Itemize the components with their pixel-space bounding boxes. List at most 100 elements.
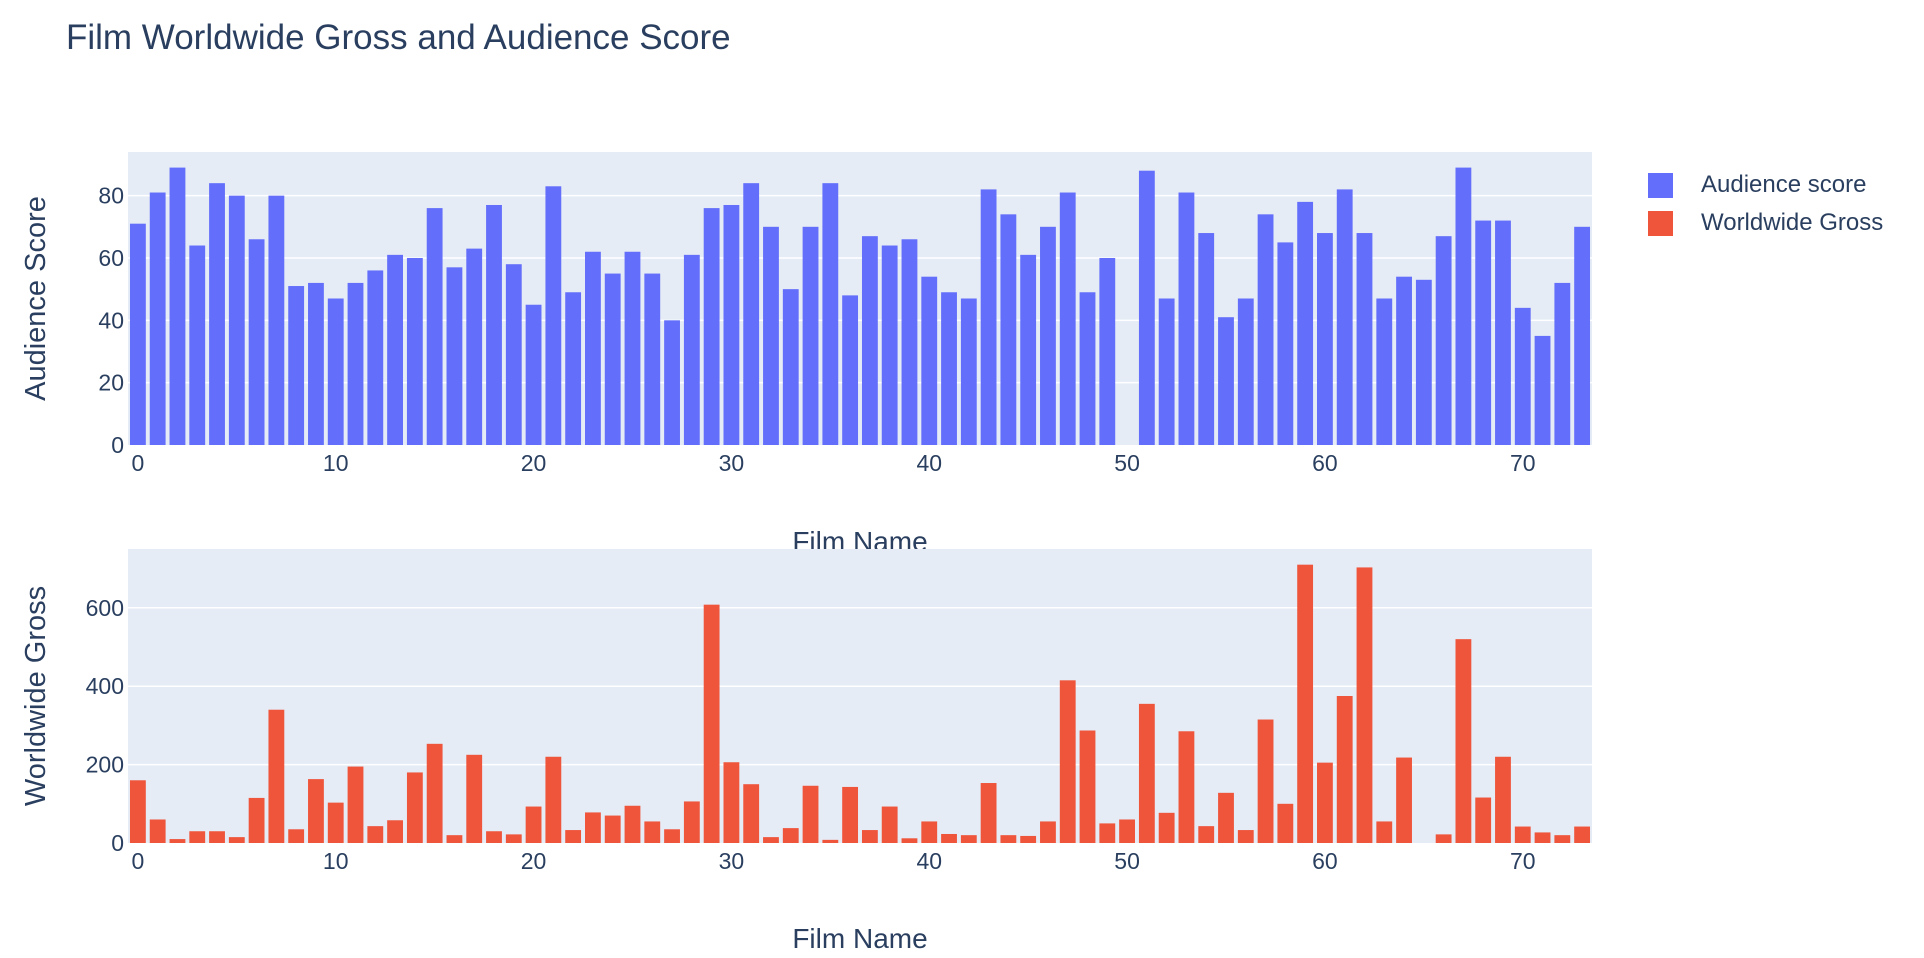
audience-score-bar[interactable] bbox=[129, 223, 146, 445]
worldwide-gross-bar[interactable] bbox=[387, 820, 403, 843]
audience-score-bar[interactable] bbox=[1099, 257, 1116, 445]
audience-score-bar[interactable] bbox=[1218, 317, 1234, 445]
audience-score-bar[interactable] bbox=[782, 289, 799, 445]
audience-score-bar[interactable] bbox=[941, 292, 957, 445]
worldwide-gross-bar[interactable] bbox=[1059, 680, 1076, 843]
worldwide-gross-bar[interactable] bbox=[901, 838, 918, 843]
audience-score-bar[interactable] bbox=[1455, 167, 1472, 445]
audience-score-bar[interactable] bbox=[1237, 298, 1254, 446]
worldwide-gross-bar[interactable] bbox=[406, 772, 423, 843]
worldwide-gross-bar[interactable] bbox=[763, 837, 779, 843]
worldwide-gross-bar[interactable] bbox=[1158, 812, 1175, 843]
audience-score-bar[interactable] bbox=[743, 183, 760, 445]
worldwide-gross-bar[interactable] bbox=[1396, 757, 1412, 843]
audience-score-bar[interactable] bbox=[149, 192, 166, 445]
audience-score-bar[interactable] bbox=[763, 226, 779, 445]
audience-score-bar[interactable] bbox=[1435, 236, 1452, 445]
audience-score-bar[interactable] bbox=[466, 248, 483, 445]
audience-score-bar[interactable] bbox=[1079, 292, 1096, 445]
worldwide-gross-bar[interactable] bbox=[1495, 756, 1511, 843]
worldwide-gross-bar[interactable] bbox=[1514, 826, 1531, 843]
worldwide-gross-bar[interactable] bbox=[486, 831, 502, 843]
audience-score-bar[interactable] bbox=[1158, 298, 1175, 446]
audience-score-bar[interactable] bbox=[288, 286, 305, 445]
audience-score-bar[interactable] bbox=[644, 273, 661, 445]
audience-score-bar[interactable] bbox=[1336, 189, 1353, 445]
audience-score-bar[interactable] bbox=[1396, 276, 1412, 445]
audience-score-bar[interactable] bbox=[1495, 220, 1511, 445]
worldwide-gross-bar[interactable] bbox=[881, 806, 898, 843]
worldwide-gross-bar[interactable] bbox=[1297, 564, 1314, 843]
audience-score-bar[interactable] bbox=[822, 183, 839, 445]
audience-score-bar[interactable] bbox=[1554, 282, 1571, 445]
audience-score-bar[interactable] bbox=[802, 226, 819, 445]
audience-score-bar[interactable] bbox=[268, 195, 285, 445]
audience-score-bar[interactable] bbox=[1138, 170, 1155, 445]
legend-item-worldwide-gross[interactable]: Worldwide Gross bbox=[1648, 204, 1883, 242]
audience-score-bar[interactable] bbox=[169, 167, 186, 445]
audience-score-bar[interactable] bbox=[604, 273, 621, 445]
audience-score-bar[interactable] bbox=[980, 189, 997, 445]
audience-score-bar[interactable] bbox=[228, 195, 245, 445]
legend-item-audience-score[interactable]: Audience score bbox=[1648, 166, 1883, 204]
audience-score-bar[interactable] bbox=[327, 298, 344, 446]
worldwide-gross-bar[interactable] bbox=[1198, 826, 1215, 843]
audience-score-bar[interactable] bbox=[664, 320, 680, 445]
audience-score-bar[interactable] bbox=[881, 245, 898, 445]
audience-score-bar[interactable] bbox=[901, 239, 918, 445]
worldwide-gross-bar[interactable] bbox=[189, 831, 206, 843]
audience-score-bar[interactable] bbox=[1317, 233, 1333, 445]
worldwide-gross-bar[interactable] bbox=[1079, 730, 1096, 843]
audience-score-bar[interactable] bbox=[209, 183, 225, 445]
audience-score-bar[interactable] bbox=[960, 298, 977, 446]
worldwide-gross-bar[interactable] bbox=[466, 754, 483, 843]
worldwide-gross-bar[interactable] bbox=[288, 829, 305, 843]
worldwide-gross-bar[interactable] bbox=[268, 709, 285, 843]
audience-score-bar[interactable] bbox=[446, 267, 463, 445]
audience-score-bar[interactable] bbox=[367, 270, 384, 445]
worldwide-gross-bar[interactable] bbox=[1435, 834, 1452, 843]
worldwide-gross-bar[interactable] bbox=[525, 806, 542, 843]
worldwide-gross-bar[interactable] bbox=[149, 819, 166, 843]
audience-score-bar[interactable] bbox=[861, 236, 878, 445]
worldwide-gross-bar[interactable] bbox=[347, 766, 364, 843]
worldwide-gross-bar[interactable] bbox=[921, 821, 938, 843]
audience-score-bar[interactable] bbox=[486, 204, 502, 445]
audience-score-bar[interactable] bbox=[308, 282, 324, 445]
worldwide-gross-bar[interactable] bbox=[960, 835, 977, 843]
worldwide-gross-bar[interactable] bbox=[545, 756, 562, 843]
worldwide-gross-bar[interactable] bbox=[1257, 719, 1274, 843]
audience-score-bar[interactable] bbox=[1415, 279, 1432, 445]
worldwide-gross-bar[interactable] bbox=[209, 831, 225, 843]
audience-score-bar[interactable] bbox=[248, 239, 265, 445]
worldwide-gross-bar[interactable] bbox=[743, 784, 760, 843]
worldwide-gross-bar[interactable] bbox=[861, 830, 878, 843]
worldwide-gross-bar[interactable] bbox=[782, 828, 799, 843]
audience-score-bar[interactable] bbox=[683, 254, 700, 445]
audience-score-bar[interactable] bbox=[1040, 226, 1056, 445]
worldwide-gross-bar[interactable] bbox=[1376, 821, 1393, 843]
audience-score-bar[interactable] bbox=[723, 204, 740, 445]
worldwide-gross-bar[interactable] bbox=[308, 779, 324, 843]
worldwide-gross-bar[interactable] bbox=[644, 821, 661, 843]
worldwide-gross-bar[interactable] bbox=[703, 604, 720, 843]
worldwide-gross-bar[interactable] bbox=[1574, 826, 1591, 843]
audience-score-bar[interactable] bbox=[565, 292, 582, 445]
audience-score-bar[interactable] bbox=[406, 257, 423, 445]
worldwide-gross-bar[interactable] bbox=[1020, 835, 1037, 843]
worldwide-gross-bar[interactable] bbox=[129, 780, 146, 843]
audience-score-bar[interactable] bbox=[1475, 220, 1492, 445]
audience-score-bar[interactable] bbox=[1257, 214, 1274, 445]
audience-score-bar[interactable] bbox=[189, 245, 206, 445]
audience-score-bar[interactable] bbox=[1000, 214, 1017, 445]
worldwide-gross-bar[interactable] bbox=[1336, 696, 1353, 843]
worldwide-gross-bar[interactable] bbox=[1218, 792, 1234, 843]
audience-score-bar[interactable] bbox=[585, 251, 601, 445]
audience-score-bar[interactable] bbox=[1277, 242, 1294, 445]
audience-score-bar[interactable] bbox=[505, 264, 522, 445]
worldwide-gross-bar[interactable] bbox=[802, 785, 819, 843]
worldwide-gross-bar[interactable] bbox=[1455, 639, 1472, 843]
audience-score-bar[interactable] bbox=[387, 254, 403, 445]
audience-score-bar[interactable] bbox=[1514, 307, 1531, 445]
worldwide-gross-bar[interactable] bbox=[327, 802, 344, 843]
